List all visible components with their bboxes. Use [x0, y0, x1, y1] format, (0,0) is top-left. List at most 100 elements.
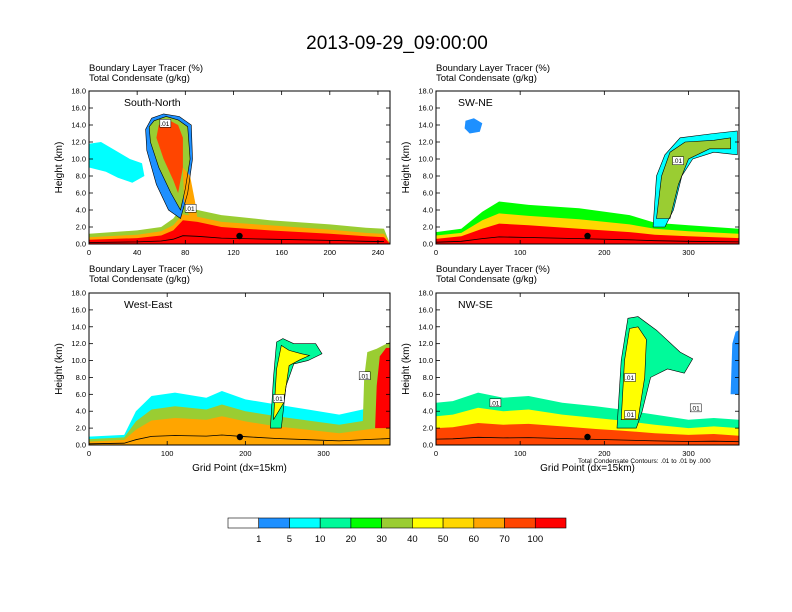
- y-tick-label: 4.0: [423, 206, 433, 215]
- contour-label: .01: [186, 206, 195, 213]
- colorbar-swatch: [442, 517, 475, 529]
- tracer-plume-10: [375, 347, 390, 429]
- x-tick-label: 240: [372, 248, 385, 257]
- plot-frame: [88, 90, 391, 245]
- panel-name: West-East: [124, 299, 172, 311]
- colorbar-swatch: [258, 517, 290, 529]
- colorbar-swatch: [412, 517, 444, 529]
- terrain-line: [89, 434, 390, 445]
- y-tick-label: 8.0: [423, 172, 433, 181]
- station-marker: [584, 232, 591, 240]
- condensate-contour: [145, 113, 193, 219]
- y-tick-label: 10.0: [418, 155, 433, 164]
- panel-subtitle-tracer: Boundary Layer Tracer (%): [89, 63, 203, 74]
- y-tick-label: 2.0: [76, 424, 86, 433]
- contour-label-box: [689, 403, 702, 413]
- y-tick-label: 16.0: [418, 104, 433, 113]
- y-tick-label: 14.0: [418, 322, 433, 331]
- station-marker: [236, 232, 243, 240]
- plot-frame: [88, 292, 391, 446]
- condensate-contour: [652, 130, 738, 228]
- panel-name: South-North: [124, 97, 181, 109]
- plot-frame: [435, 90, 740, 245]
- contour-label: .01: [691, 405, 700, 412]
- x-tick-label: 200: [598, 449, 611, 458]
- x-axis-label: Grid Point (dx=15km): [192, 463, 287, 474]
- x-tick-label: 100: [161, 449, 174, 458]
- y-tick-label: 10.0: [71, 356, 86, 365]
- y-tick-label: 14.0: [71, 121, 86, 130]
- y-tick-label: 18.0: [71, 87, 86, 96]
- panel-subtitle-condensate: Total Condensate (g/kg): [89, 73, 190, 84]
- y-tick-label: 18.0: [418, 87, 433, 96]
- x-tick-label: 100: [514, 248, 527, 257]
- y-tick-label: 18.0: [71, 289, 86, 298]
- colorbar-swatch: [350, 517, 382, 529]
- colorbar-swatch: [534, 517, 567, 529]
- plot-area: .01 .01: [89, 293, 390, 445]
- y-axis-label: Height (km): [401, 343, 412, 395]
- panel-subtitle-condensate: Total Condensate (g/kg): [436, 73, 537, 84]
- terrain-line: [436, 236, 739, 243]
- terrain-line: [89, 235, 385, 243]
- contour-label-box: [272, 394, 285, 403]
- panel-nw-se: Boundary Layer Tracer (%) Total Condensa…: [401, 264, 740, 474]
- y-tick-label: 4.0: [76, 407, 86, 416]
- y-tick-label: 6.0: [76, 390, 86, 399]
- panel-subtitle-tracer: Boundary Layer Tracer (%): [436, 264, 550, 275]
- condensate-contour: [620, 326, 647, 420]
- plot-area: .01: [436, 91, 739, 244]
- x-axis-label: Grid Point (dx=15km): [540, 463, 635, 474]
- tracer-layer-8: [89, 416, 390, 445]
- y-tick-label: 8.0: [76, 373, 86, 382]
- x-tick-label: 200: [239, 449, 252, 458]
- y-tick-label: 6.0: [423, 189, 433, 198]
- contour-label: .01: [625, 412, 634, 419]
- x-tick-label: 160: [275, 248, 288, 257]
- tracer-plume-1: [464, 118, 483, 134]
- y-tick-label: 14.0: [418, 121, 433, 130]
- colorbar-label: 30: [376, 534, 387, 545]
- y-tick-label: 18.0: [418, 289, 433, 298]
- tracer-plume-1: [730, 330, 739, 395]
- x-tick-label: 300: [317, 449, 330, 458]
- contour-label-box: [184, 204, 197, 213]
- y-tick-label: 2.0: [423, 223, 433, 232]
- colorbar-swatch: [473, 517, 505, 529]
- contour-label: .01: [360, 373, 369, 380]
- colorbar-label: 20: [346, 534, 357, 545]
- y-tick-label: 16.0: [71, 305, 86, 314]
- panel-sw-ne: Boundary Layer Tracer (%) Total Condensa…: [401, 63, 740, 257]
- colorbar-label: 100: [527, 534, 543, 545]
- x-tick-label: 100: [514, 449, 527, 458]
- panel-subtitle-tracer: Boundary Layer Tracer (%): [436, 63, 550, 74]
- colorbar-label: 5: [287, 534, 292, 545]
- x-tick-label: 0: [434, 449, 438, 458]
- colorbar-swatch: [289, 517, 321, 529]
- x-tick-label: 300: [682, 248, 695, 257]
- colorbar-label: 60: [469, 534, 480, 545]
- y-tick-label: 2.0: [76, 223, 86, 232]
- y-tick-label: 8.0: [76, 172, 86, 181]
- condensate-contour: [273, 344, 311, 420]
- plot-area: .01 .01: [89, 91, 390, 244]
- station-marker: [236, 433, 244, 441]
- y-tick-label: 2.0: [423, 424, 433, 433]
- y-tick-label: 6.0: [76, 189, 86, 198]
- panel-west-east: Boundary Layer Tracer (%) Total Condensa…: [54, 264, 391, 474]
- tracer-plume-2: [89, 142, 145, 183]
- contour-label: .01: [625, 375, 634, 382]
- x-tick-label: 0: [87, 248, 91, 257]
- y-tick-label: 10.0: [418, 356, 433, 365]
- contour-label-box: [672, 156, 684, 165]
- colorbar-label: 50: [438, 534, 449, 545]
- x-tick-label: 0: [434, 248, 438, 257]
- colorbar-label: 40: [407, 534, 418, 545]
- colorbar-swatch: [504, 517, 536, 529]
- tracer-layer-10: [89, 220, 390, 244]
- y-tick-label: 0.0: [423, 441, 433, 450]
- panel-subtitle-condensate: Total Condensate (g/kg): [436, 274, 537, 285]
- y-axis-label: Height (km): [401, 142, 412, 194]
- y-tick-label: 6.0: [423, 390, 433, 399]
- y-tick-label: 12.0: [418, 339, 433, 348]
